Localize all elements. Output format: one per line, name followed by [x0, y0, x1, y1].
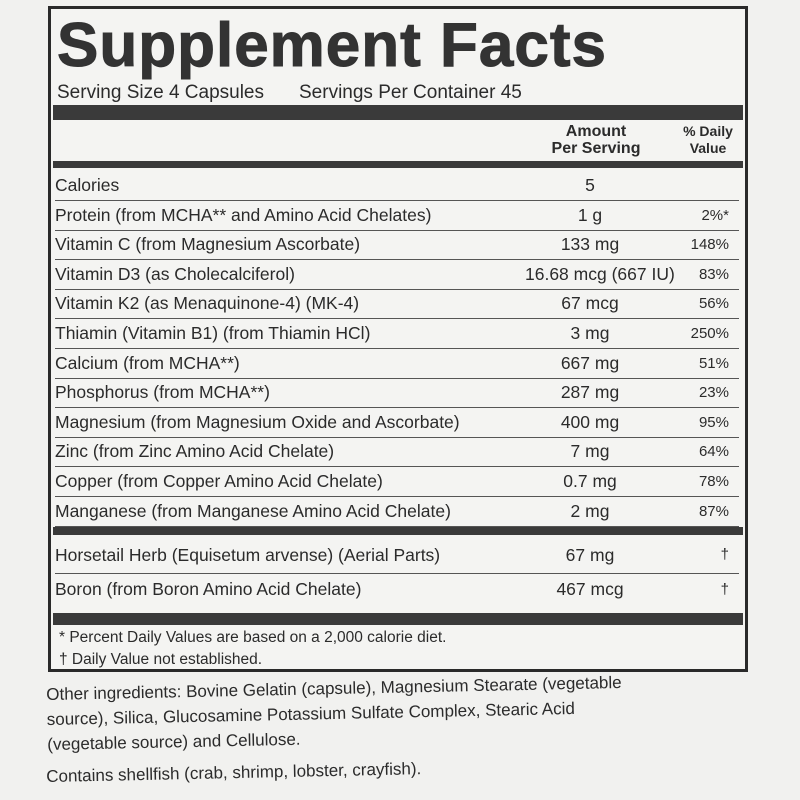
nutrient-amount: 400 mg — [560, 411, 620, 432]
nutrient-amount: 667 mg — [560, 352, 620, 373]
dv-header-line1: % Daily — [683, 123, 733, 139]
panel-title: Supplement Facts — [57, 11, 607, 80]
nutrient-name: Phosphorus (from MCHA**) — [55, 382, 270, 403]
supplement-facts-panel: Supplement Facts Serving Size 4 Capsules… — [48, 6, 748, 672]
amount-header-line2: Per Serving — [551, 140, 641, 157]
nutrient-row: Vitamin D3 (as Cholecalciferol) 16.68 mcg… — [55, 260, 739, 290]
nutrient-amount: 3 mg — [570, 323, 610, 343]
nutrient-row: Vitamin K2 (as Menaquinone-4) (MK-4) 67 m… — [55, 289, 739, 320]
divider-bar — [53, 105, 743, 120]
allergen-statement: Contains shellfish (crab, shrimp, lobste… — [46, 759, 422, 786]
nutrient-daily-value: 56% — [698, 295, 729, 313]
divider-bar — [53, 161, 743, 168]
nutrient-daily-value: 64% — [698, 443, 729, 461]
nutrient-daily-value: 83% — [698, 265, 729, 283]
other-ingredients: Other ingredients: Bovine Gelatin (capsu… — [46, 667, 747, 757]
nutrient-name: Vitamin C (from Magnesium Ascorbate) — [55, 234, 361, 255]
footnote-percent: * Percent Daily Values are based on a 2,… — [59, 629, 447, 646]
nutrient-name: Protein (from MCHA** and Amino Acid Chel… — [55, 204, 432, 225]
nutrient-daily-value: 148% — [690, 236, 729, 254]
nutrient-row: Magnesium (from Magnesium Oxide and Asco… — [55, 408, 739, 438]
servings-per-container: Servings Per Container 45 — [299, 82, 522, 103]
nutrient-amount: 467 mcg — [556, 579, 624, 599]
nutrient-name: Vitamin D3 (as Cholecalciferol) — [55, 263, 295, 284]
nutrient-daily-value: 51% — [698, 354, 729, 372]
nutrient-name: Calories — [55, 175, 120, 195]
nutrient-amount: 133 mg — [560, 234, 620, 255]
nutrient-daily-value: 78% — [698, 473, 729, 490]
amount-header: Amount Per Serving — [531, 123, 661, 157]
nutrient-row: Manganese (from Manganese Amino Acid Che… — [55, 497, 739, 527]
nutrient-amount: 287 mg — [560, 382, 620, 403]
nutrient-row: Calories 5 — [55, 171, 739, 201]
nutrient-name: Boron (from Boron Amino Acid Chelate) — [55, 579, 362, 599]
nutrient-daily-value: 23% — [698, 384, 729, 402]
nutrient-name: Copper (from Copper Amino Acid Chelate) — [55, 471, 383, 491]
nutrient-row: Protein (from MCHA** and Amino Acid Chel… — [55, 201, 739, 231]
divider-bar — [53, 613, 743, 625]
dv-header-line2: Value — [689, 140, 727, 156]
nutrient-amount: 1 g — [577, 204, 603, 225]
nutrient-row: Boron (from Boron Amino Acid Chelate) 467… — [55, 575, 739, 604]
nutrient-name: Calcium (from MCHA**) — [55, 352, 240, 373]
serving-size: Serving Size 4 Capsules — [57, 82, 264, 103]
nutrient-name: Thiamin (Vitamin B1) (from Thiamin HCl) — [55, 323, 371, 343]
nutrient-name: Manganese (from Manganese Amino Acid Che… — [55, 500, 451, 521]
nutrient-daily-value: 95% — [698, 413, 729, 431]
nutrient-daily-value: 250% — [690, 325, 729, 342]
nutrient-daily-value: 87% — [698, 502, 729, 520]
nutrient-daily-value: 2%* — [701, 206, 729, 224]
nutrient-name: Zinc (from Zinc Amino Acid Chelate) — [55, 441, 335, 462]
nutrient-amount: 16.68 mcg (667 IU) — [525, 263, 675, 284]
nutrient-name: Magnesium (from Magnesium Oxide and Asco… — [55, 411, 460, 432]
nutrient-row: Zinc (from Zinc Amino Acid Chelate) 7 mg 6… — [55, 437, 739, 468]
divider-bar — [53, 527, 743, 535]
nutrient-name: Vitamin K2 (as Menaquinone-4) (MK-4) — [55, 293, 360, 314]
nutrient-row: Horsetail Herb (Equisetum arvense) (Aeri… — [55, 537, 739, 574]
nutrient-amount: 2 mg — [570, 500, 610, 521]
nutrient-amount: 67 mg — [565, 545, 615, 565]
dv-header: % Daily Value — [673, 123, 743, 157]
nutrient-row: Thiamin (Vitamin B1) (from Thiamin HCl) 3… — [55, 319, 739, 349]
nutrient-row: Phosphorus (from MCHA**) 287 mg 23% — [55, 378, 739, 409]
nutrient-daily-value: † — [720, 581, 729, 598]
nutrient-amount: 5 — [585, 175, 595, 195]
amount-header-line1: Amount — [565, 123, 627, 140]
nutrient-name: Horsetail Herb (Equisetum arvense) (Aeri… — [55, 545, 441, 565]
nutrient-row: Vitamin C (from Magnesium Ascorbate) 133 … — [55, 230, 739, 261]
nutrient-amount: 7 mg — [570, 441, 610, 462]
nutrient-amount: 67 mcg — [561, 293, 619, 314]
footnote-dagger: † Daily Value not established. — [59, 651, 263, 668]
nutrient-row: Calcium (from MCHA**) 667 mg 51% — [55, 349, 739, 379]
nutrient-amount: 0.7 mg — [563, 471, 617, 491]
nutrient-row: Copper (from Copper Amino Acid Chelate) 0… — [55, 467, 739, 497]
nutrient-daily-value: † — [720, 546, 729, 563]
